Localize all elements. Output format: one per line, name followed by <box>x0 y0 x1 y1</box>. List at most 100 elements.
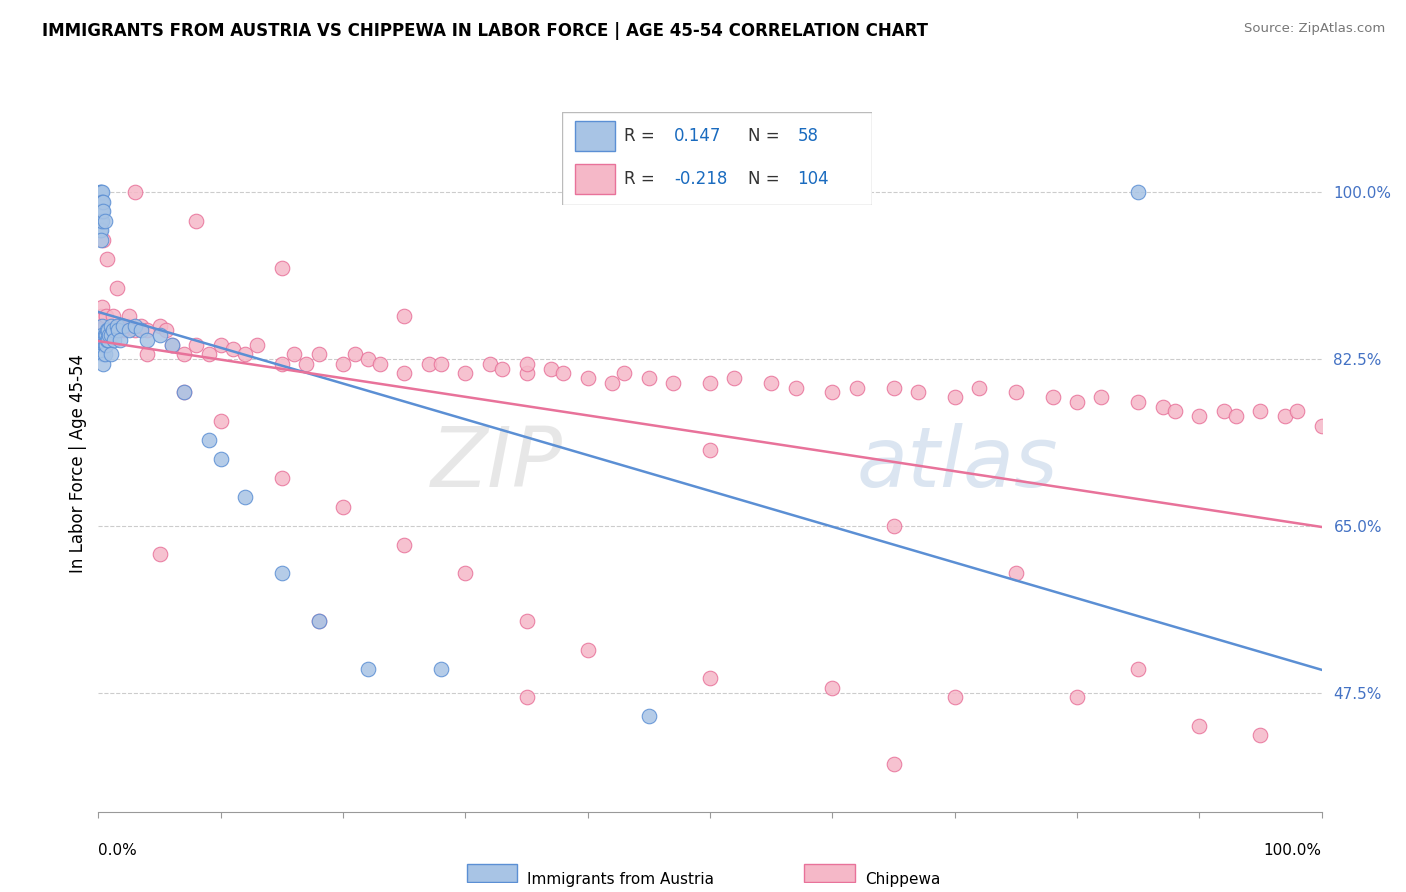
Point <box>97 333 120 347</box>
Point <box>1188 409 1211 424</box>
Point <box>515 366 537 380</box>
Point <box>105 318 128 333</box>
Point <box>97 323 120 337</box>
Text: Source: ZipAtlas.com: Source: ZipAtlas.com <box>1244 22 1385 36</box>
Point <box>90 214 112 228</box>
Point <box>761 376 783 390</box>
Point <box>89 204 111 219</box>
Point <box>699 376 721 390</box>
Point <box>91 357 114 371</box>
Point <box>821 385 844 400</box>
Point <box>100 347 122 361</box>
Point <box>90 185 112 199</box>
Point <box>883 518 905 533</box>
Point <box>270 471 294 485</box>
Point <box>332 500 354 514</box>
Point <box>110 333 132 347</box>
Point <box>103 333 125 347</box>
Point <box>91 328 114 343</box>
Point <box>96 323 118 337</box>
Point <box>233 347 256 361</box>
Point <box>356 351 378 366</box>
Point <box>111 323 134 337</box>
Point <box>107 323 129 337</box>
Point <box>91 337 114 351</box>
Text: 58: 58 <box>797 127 818 145</box>
Point <box>129 323 152 337</box>
Point <box>129 318 152 333</box>
Point <box>430 357 453 371</box>
Point <box>723 371 745 385</box>
Point <box>91 204 114 219</box>
Point <box>89 194 111 209</box>
Point <box>91 347 114 361</box>
Point <box>270 261 294 276</box>
Point <box>515 357 537 371</box>
Point <box>821 681 844 695</box>
Point <box>1090 390 1112 404</box>
Point <box>1310 418 1333 433</box>
Point <box>91 300 114 314</box>
Point <box>173 385 195 400</box>
Point <box>967 381 990 395</box>
Point <box>1164 404 1187 418</box>
Text: Immigrants from Austria: Immigrants from Austria <box>527 872 714 888</box>
Point <box>89 223 111 237</box>
Point <box>136 323 159 337</box>
FancyBboxPatch shape <box>804 864 855 882</box>
Point <box>883 757 905 772</box>
Point <box>662 376 685 390</box>
Point <box>91 194 114 209</box>
Point <box>186 214 208 228</box>
Point <box>295 357 318 371</box>
Point <box>332 357 354 371</box>
Point <box>105 323 128 337</box>
Point <box>576 371 599 385</box>
Text: R =: R = <box>624 170 661 188</box>
Point <box>637 709 661 723</box>
Point <box>1225 409 1247 424</box>
Point <box>308 614 330 628</box>
Point <box>270 357 294 371</box>
FancyBboxPatch shape <box>467 864 517 882</box>
Point <box>308 614 330 628</box>
Point <box>553 366 575 380</box>
Point <box>1066 690 1088 705</box>
Point <box>96 333 118 347</box>
Point <box>1004 566 1026 581</box>
Point <box>186 337 208 351</box>
Point <box>89 214 111 228</box>
Point <box>430 662 453 676</box>
Point <box>246 337 269 351</box>
Point <box>100 328 122 343</box>
Point <box>91 185 114 199</box>
Point <box>101 323 124 337</box>
Point <box>1286 404 1309 418</box>
Point <box>883 381 905 395</box>
Point <box>91 328 114 343</box>
Point <box>1004 385 1026 400</box>
Point <box>149 548 172 562</box>
Point <box>845 381 868 395</box>
Point <box>91 194 114 209</box>
Point <box>1128 395 1150 409</box>
Point <box>93 214 115 228</box>
Point <box>91 233 114 247</box>
Point <box>637 371 661 385</box>
Point <box>209 337 232 351</box>
Point <box>98 328 121 343</box>
Point <box>1128 185 1150 199</box>
Point <box>149 328 172 343</box>
Text: N =: N = <box>748 170 785 188</box>
Point <box>136 333 159 347</box>
Text: ZIP: ZIP <box>432 424 564 504</box>
Point <box>93 328 115 343</box>
Text: IMMIGRANTS FROM AUSTRIA VS CHIPPEWA IN LABOR FORCE | AGE 45-54 CORRELATION CHART: IMMIGRANTS FROM AUSTRIA VS CHIPPEWA IN L… <box>42 22 928 40</box>
Point <box>222 343 245 357</box>
Point <box>283 347 305 361</box>
Point <box>101 309 124 323</box>
Point <box>90 233 112 247</box>
Point <box>1152 400 1174 414</box>
Point <box>110 318 132 333</box>
Point <box>308 347 330 361</box>
